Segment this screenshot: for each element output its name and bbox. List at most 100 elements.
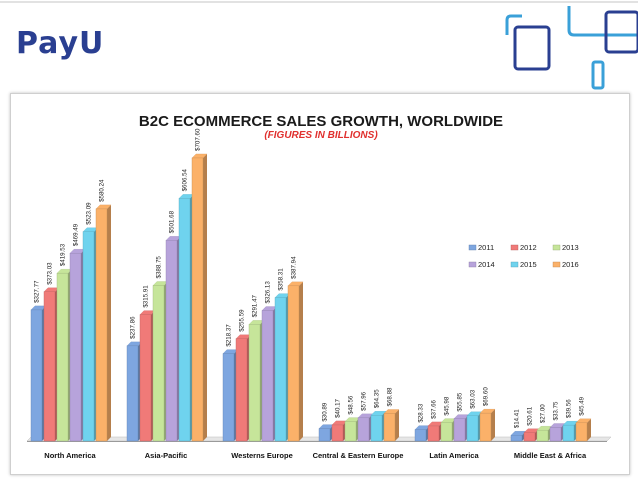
data-label-latin-america-2014: $55.85 — [457, 392, 464, 411]
bar-face — [152, 285, 165, 442]
legend-label: 2016 — [562, 260, 579, 269]
data-label-asia-pacific-2012: $315.91 — [143, 285, 150, 308]
legend-item-2013: 2013 — [552, 243, 579, 252]
legend-label: 2013 — [562, 243, 579, 252]
bar-face — [370, 415, 383, 442]
category-label-asia-pacific: Asia-Pacific — [145, 451, 188, 460]
bar-asia-pacific-2015 — [178, 194, 195, 442]
legend-label: 2014 — [478, 260, 495, 269]
category-label-middle-east-and-africa: Middle East & Africa — [514, 451, 587, 460]
category-label-north-america: North America — [44, 451, 96, 460]
bar-north-america-2012 — [43, 287, 60, 442]
legend-swatch — [468, 261, 477, 268]
bar-asia-pacific-2012 — [139, 310, 156, 442]
bar-face — [30, 309, 43, 442]
bar-latin-america-2012 — [427, 421, 444, 442]
sales-growth-chart: B2C ECOMMERCE SALES GROWTH, WORLDWIDE (F… — [26, 113, 612, 460]
data-label-asia-pacific-2011: $237.86 — [130, 316, 137, 339]
bar-westerns-europe-2015 — [274, 293, 291, 442]
bar-side — [491, 409, 495, 441]
data-label-middle-east-and-africa-2016: $45.49 — [579, 396, 586, 415]
corner-decoration — [0, 1, 638, 90]
legend-swatch — [468, 244, 477, 251]
data-label-north-america-2014: $469.49 — [73, 223, 80, 246]
bar-central-and-eastern-europe-2011 — [318, 424, 335, 442]
bar-face — [178, 198, 191, 442]
bar-face — [287, 285, 300, 442]
payu-logo: PayU — [16, 26, 105, 61]
bar-face — [331, 424, 344, 442]
bar-westerns-europe-2013 — [248, 320, 265, 442]
bar-central-and-eastern-europe-2012 — [331, 420, 348, 442]
bar-face — [222, 353, 235, 442]
legend-label: 2012 — [520, 243, 537, 252]
bar-westerns-europe-2014 — [261, 306, 278, 442]
data-label-middle-east-and-africa-2015: $39.56 — [566, 399, 573, 418]
data-label-westerns-europe-2011: $218.37 — [226, 324, 233, 347]
bar-face — [536, 430, 549, 442]
bar-face — [575, 422, 588, 442]
data-label-central-and-eastern-europe-2015: $64.35 — [374, 389, 381, 408]
data-label-asia-pacific-2013: $388.75 — [156, 256, 163, 279]
data-label-westerns-europe-2012: $255.59 — [239, 309, 246, 332]
data-label-westerns-europe-2013: $291.47 — [252, 294, 259, 317]
legend-swatch — [510, 244, 519, 251]
legend-item-2014: 2014 — [468, 260, 495, 269]
bar-middle-east-and-africa-2012 — [523, 428, 540, 442]
bar-side — [587, 418, 591, 441]
bar-middle-east-and-africa-2014 — [549, 423, 566, 442]
data-label-middle-east-and-africa-2014: $33.75 — [553, 401, 560, 420]
bars-group: $327.77 $373.03 $419.53 $469.49 $523.09 $580.… — [30, 128, 592, 442]
data-label-north-america-2016: $580.24 — [99, 179, 106, 202]
legend-swatch — [552, 261, 561, 268]
bar-face — [523, 432, 536, 442]
data-label-central-and-eastern-europe-2014: $57.96 — [361, 391, 368, 410]
bar-face — [466, 415, 479, 442]
bar-asia-pacific-2016 — [191, 153, 208, 442]
bar-latin-america-2011 — [414, 425, 431, 442]
data-label-middle-east-and-africa-2013: $27.00 — [540, 404, 547, 423]
bar-westerns-europe-2011 — [222, 349, 239, 442]
data-label-north-america-2015: $523.09 — [85, 202, 92, 225]
legend-swatch — [510, 261, 519, 268]
category-label-central-and-eastern-europe: Central & Eastern Europe — [313, 451, 404, 460]
data-label-latin-america-2012: $37.66 — [431, 399, 438, 418]
bar-side — [203, 153, 207, 441]
bar-face — [69, 253, 82, 442]
bar-face — [82, 231, 95, 442]
bar-westerns-europe-2016 — [287, 281, 304, 442]
bar-asia-pacific-2011 — [126, 341, 143, 442]
bar-face — [414, 429, 427, 442]
data-label-central-and-eastern-europe-2016: $68.88 — [387, 387, 394, 406]
legend-label: 2011 — [478, 243, 494, 252]
data-label-north-america-2013: $419.53 — [60, 243, 67, 266]
data-label-latin-america-2015: $63.03 — [470, 389, 477, 408]
bar-face — [562, 424, 575, 442]
bar-north-america-2013 — [56, 269, 73, 442]
bar-face — [261, 310, 274, 442]
data-label-central-and-eastern-europe-2013: $48.56 — [348, 395, 355, 414]
legend-item-2016: 2016 — [552, 260, 579, 269]
data-label-asia-pacific-2015: $606.54 — [182, 168, 189, 191]
bar-face — [139, 314, 152, 442]
legend-item-2012: 2012 — [510, 243, 537, 252]
bar-face — [510, 435, 523, 442]
data-label-middle-east-and-africa-2012: $20.61 — [527, 406, 534, 425]
bar-face — [235, 338, 248, 442]
bar-face — [43, 291, 56, 442]
bar-face — [479, 412, 492, 442]
bar-latin-america-2013 — [440, 418, 457, 442]
legend-label: 2015 — [520, 260, 537, 269]
legend-swatch — [552, 244, 561, 251]
chart-title: B2C ECOMMERCE SALES GROWTH, WORLDWIDE — [139, 113, 503, 130]
legend: 2011 2012 2013 2014 2015 2016 — [468, 243, 579, 269]
bar-face — [357, 417, 370, 442]
data-label-westerns-europe-2016: $387.94 — [291, 256, 298, 279]
bar-face — [248, 324, 261, 442]
bar-north-america-2016 — [95, 204, 112, 442]
bar-north-america-2015 — [82, 227, 99, 442]
data-label-central-and-eastern-europe-2012: $40.17 — [335, 398, 342, 417]
category-label-westerns-europe: Westerns Europe — [231, 451, 293, 460]
bar-face — [191, 157, 204, 442]
data-label-latin-america-2011: $28.33 — [418, 403, 425, 422]
